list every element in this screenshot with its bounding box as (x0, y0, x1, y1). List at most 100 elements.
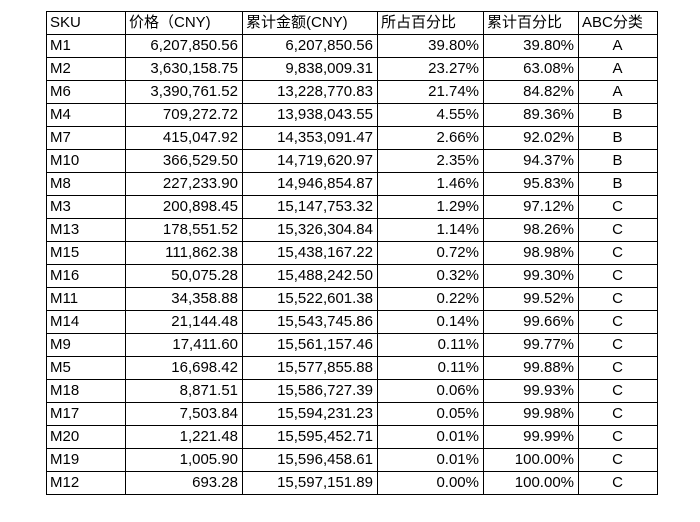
cell-price: 111,862.38 (125, 241, 243, 265)
table-row: M4 709,272.72 13,938,043.55 4.55% 89.36% B (46, 103, 658, 127)
table-row: M14 21,144.48 15,543,745.86 0.14% 99.66% C (46, 310, 658, 334)
cell-cumulative-amount: 6,207,850.56 (242, 34, 378, 58)
cell-cumulative-percentage: 94.37% (483, 149, 579, 173)
cell-price: 3,390,761.52 (125, 80, 243, 104)
cell-sku: M2 (46, 57, 126, 81)
cell-sku: M6 (46, 80, 126, 104)
table-row: M11 34,358.88 15,522,601.38 0.22% 99.52% C (46, 287, 658, 311)
abc-analysis-table: SKU 价格（CNY) 累计金额(CNY) 所占百分比 累计百分比 ABC分类 … (46, 11, 658, 495)
cell-sku: M5 (46, 356, 126, 380)
cell-abc-class: C (578, 218, 658, 242)
cell-cumulative-amount: 14,353,091.47 (242, 126, 378, 150)
cell-share-percentage: 1.29% (377, 195, 484, 219)
cell-cumulative-percentage: 99.66% (483, 310, 579, 334)
cell-cumulative-amount: 15,326,304.84 (242, 218, 378, 242)
cell-abc-class: C (578, 425, 658, 449)
cell-share-percentage: 23.27% (377, 57, 484, 81)
cell-price: 178,551.52 (125, 218, 243, 242)
table-row: M5 16,698.42 15,577,855.88 0.11% 99.88% C (46, 356, 658, 380)
cell-cumulative-amount: 15,543,745.86 (242, 310, 378, 334)
cell-abc-class: C (578, 195, 658, 219)
header-row: SKU 价格（CNY) 累计金额(CNY) 所占百分比 累计百分比 ABC分类 (46, 11, 658, 35)
cell-share-percentage: 0.01% (377, 425, 484, 449)
cell-cumulative-amount: 15,147,753.32 (242, 195, 378, 219)
cell-share-percentage: 0.05% (377, 402, 484, 426)
column-header-price: 价格（CNY) (125, 11, 243, 35)
table-row: M6 3,390,761.52 13,228,770.83 21.74% 84.82% A (46, 80, 658, 104)
cell-cumulative-percentage: 99.99% (483, 425, 579, 449)
cell-share-percentage: 2.66% (377, 126, 484, 150)
cell-share-percentage: 0.14% (377, 310, 484, 334)
cell-price: 709,272.72 (125, 103, 243, 127)
table-row: M8 227,233.90 14,946,854.87 1.46% 95.83% B (46, 172, 658, 196)
cell-abc-class: C (578, 241, 658, 265)
cell-cumulative-amount: 15,597,151.89 (242, 471, 378, 495)
cell-cumulative-amount: 15,488,242.50 (242, 264, 378, 288)
cell-price: 200,898.45 (125, 195, 243, 219)
cell-cumulative-percentage: 95.83% (483, 172, 579, 196)
cell-cumulative-percentage: 99.30% (483, 264, 579, 288)
cell-share-percentage: 21.74% (377, 80, 484, 104)
cell-cumulative-percentage: 63.08% (483, 57, 579, 81)
cell-price: 21,144.48 (125, 310, 243, 334)
cell-sku: M1 (46, 34, 126, 58)
cell-share-percentage: 2.35% (377, 149, 484, 173)
cell-sku: M20 (46, 425, 126, 449)
cell-abc-class: B (578, 149, 658, 173)
table-row: M16 50,075.28 15,488,242.50 0.32% 99.30% C (46, 264, 658, 288)
cell-abc-class: B (578, 172, 658, 196)
cell-cumulative-percentage: 98.98% (483, 241, 579, 265)
cell-share-percentage: 0.01% (377, 448, 484, 472)
cell-sku: M18 (46, 379, 126, 403)
table-row: M10 366,529.50 14,719,620.97 2.35% 94.37% B (46, 149, 658, 173)
cell-price: 16,698.42 (125, 356, 243, 380)
cell-cumulative-percentage: 99.93% (483, 379, 579, 403)
cell-cumulative-amount: 15,594,231.23 (242, 402, 378, 426)
table-row: M18 8,871.51 15,586,727.39 0.06% 99.93% C (46, 379, 658, 403)
cell-cumulative-amount: 15,438,167.22 (242, 241, 378, 265)
cell-price: 8,871.51 (125, 379, 243, 403)
cell-share-percentage: 0.32% (377, 264, 484, 288)
table-row: M7 415,047.92 14,353,091.47 2.66% 92.02% B (46, 126, 658, 150)
cell-sku: M4 (46, 103, 126, 127)
cell-price: 415,047.92 (125, 126, 243, 150)
cell-sku: M16 (46, 264, 126, 288)
column-header-cumulative-amount: 累计金额(CNY) (242, 11, 378, 35)
cell-price: 366,529.50 (125, 149, 243, 173)
cell-abc-class: B (578, 103, 658, 127)
cell-cumulative-amount: 14,719,620.97 (242, 149, 378, 173)
cell-sku: M12 (46, 471, 126, 495)
cell-price: 6,207,850.56 (125, 34, 243, 58)
cell-price: 7,503.84 (125, 402, 243, 426)
cell-sku: M10 (46, 149, 126, 173)
table-body: M1 6,207,850.56 6,207,850.56 39.80% 39.80% A M… (46, 34, 658, 495)
cell-sku: M19 (46, 448, 126, 472)
cell-abc-class: C (578, 333, 658, 357)
cell-cumulative-percentage: 99.77% (483, 333, 579, 357)
cell-price: 227,233.90 (125, 172, 243, 196)
cell-abc-class: B (578, 126, 658, 150)
cell-cumulative-percentage: 100.00% (483, 448, 579, 472)
cell-sku: M7 (46, 126, 126, 150)
cell-cumulative-amount: 14,946,854.87 (242, 172, 378, 196)
cell-abc-class: C (578, 287, 658, 311)
table-row: M17 7,503.84 15,594,231.23 0.05% 99.98% C (46, 402, 658, 426)
cell-abc-class: C (578, 264, 658, 288)
cell-abc-class: C (578, 356, 658, 380)
cell-price: 17,411.60 (125, 333, 243, 357)
cell-abc-class: C (578, 402, 658, 426)
cell-cumulative-percentage: 92.02% (483, 126, 579, 150)
cell-share-percentage: 39.80% (377, 34, 484, 58)
column-header-cumulative-percentage: 累计百分比 (483, 11, 579, 35)
cell-cumulative-percentage: 99.88% (483, 356, 579, 380)
cell-cumulative-percentage: 39.80% (483, 34, 579, 58)
cell-sku: M9 (46, 333, 126, 357)
cell-cumulative-amount: 9,838,009.31 (242, 57, 378, 81)
cell-share-percentage: 0.11% (377, 333, 484, 357)
column-header-abc-class: ABC分类 (578, 11, 658, 35)
table-row: M15 111,862.38 15,438,167.22 0.72% 98.98% C (46, 241, 658, 265)
table-row: M12 693.28 15,597,151.89 0.00% 100.00% C (46, 471, 658, 495)
cell-cumulative-percentage: 98.26% (483, 218, 579, 242)
cell-cumulative-amount: 13,938,043.55 (242, 103, 378, 127)
cell-cumulative-percentage: 99.98% (483, 402, 579, 426)
